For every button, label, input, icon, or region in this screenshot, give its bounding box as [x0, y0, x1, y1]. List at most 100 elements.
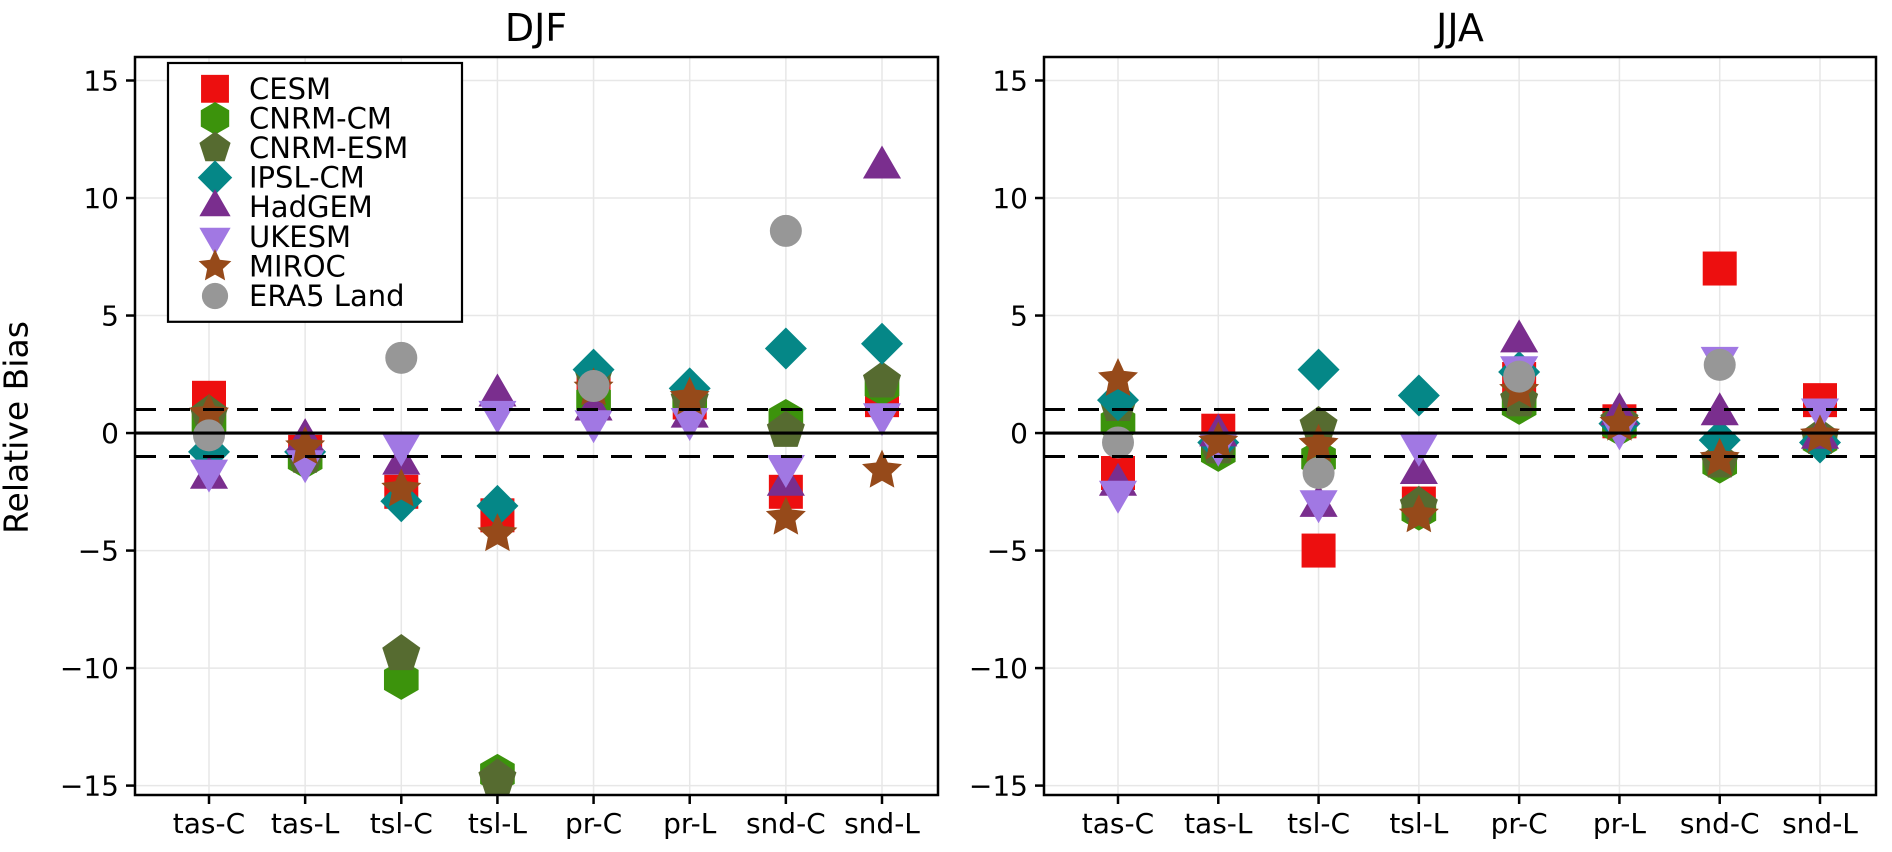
legend-label: UKESM — [249, 220, 351, 254]
y-tick-label: 5 — [101, 300, 119, 333]
marker-ERA5-Land-pr-C — [577, 370, 610, 403]
marker-IPSL-CM-snd-L — [861, 322, 903, 365]
y-tick-label: −15 — [60, 770, 119, 803]
legend-marker-CNRM-ESM — [199, 131, 231, 162]
legend-marker-HadGEM — [199, 189, 231, 217]
y-tick-label: 0 — [101, 417, 119, 450]
legend-marker-MIROC — [198, 249, 232, 281]
marker-ERA5-Land-snd-C — [769, 214, 802, 247]
marker-ERA5-Land-tas-C — [1102, 426, 1134, 459]
marker-ERA5-Land-tas-C — [193, 419, 225, 452]
marker-UKESM-tas-C — [189, 459, 229, 493]
marker-UKESM-tsl-C — [1299, 490, 1338, 524]
x-tick-label: snd-C — [746, 807, 826, 840]
marker-HadGEM-snd-L — [862, 145, 902, 179]
legend: CESMCNRM-CMCNRM-ESMIPSL-CMHadGEMUKESMMIR… — [166, 61, 464, 323]
x-tick-label: tas-C — [1082, 807, 1154, 840]
legend-label: CNRM-ESM — [249, 131, 408, 165]
marker-MIROC-snd-C — [765, 496, 806, 535]
marker-ERA5-Land-pr-C — [1503, 360, 1536, 393]
x-tick-label: snd-L — [844, 807, 920, 840]
marker-MIROC-snd-C — [1699, 437, 1740, 476]
marker-ERA5-Land-tsl-C — [1302, 457, 1335, 490]
marker-MIROC-tsl-L — [1398, 494, 1439, 533]
panel-title-djf: DJF — [504, 6, 568, 50]
marker-MIROC-tas-L — [285, 426, 326, 465]
panel-djf: 15 10 5 0 −5 −10 −15 tas-C tas-L tsl-C tsl-L pr-C pr… — [60, 55, 940, 840]
marker-HadGEM-pr-C — [1500, 319, 1539, 353]
x-tick-label: tas-C — [173, 807, 245, 840]
marker-CESM-snd-C — [1702, 251, 1737, 286]
marker-CNRM-ESM-snd-C — [766, 410, 805, 447]
y-tick-label: −5 — [78, 535, 119, 568]
legend-label: ERA5 Land — [249, 279, 405, 313]
marker-ERA5-Land-tsl-C — [385, 341, 418, 374]
marker-MIROC-tsl-C — [1298, 423, 1339, 462]
marker-MIROC-tsl-C — [381, 468, 422, 507]
marker-UKESM-pr-C — [574, 410, 613, 444]
marker-HadGEM-tsl-L — [478, 373, 517, 407]
marker-IPSL-CM-tsl-L — [1397, 374, 1440, 417]
marker-CNRM-ESM-snd-L — [862, 361, 902, 398]
marker-HadGEM-snd-C — [1700, 392, 1739, 426]
y-tick-label: −10 — [60, 652, 119, 685]
marker-IPSL-CM-snd-C — [764, 327, 807, 370]
y-tick-label: 10 — [83, 182, 119, 215]
marker-UKESM-snd-C — [766, 454, 805, 488]
legend-label: HadGEM — [249, 190, 373, 224]
marker-MIROC-pr-L — [1599, 402, 1640, 441]
marker-CNRM-ESM-tsl-L — [478, 758, 517, 795]
x-tick-label: pr-C — [565, 807, 622, 840]
legend-label: CESM — [249, 72, 331, 106]
y-tick-label: 15 — [992, 65, 1028, 98]
marker-ERA5-Land-snd-C — [1703, 348, 1736, 381]
marker-CNRM-ESM-tsl-C — [382, 633, 421, 671]
marker-MIROC-tsl-L — [477, 513, 518, 552]
plot-frame — [1042, 55, 1878, 797]
y-tick-label: 15 — [83, 65, 119, 98]
marker-HadGEM-tsl-L — [1399, 451, 1438, 485]
x-tick-label: tsl-L — [468, 807, 527, 840]
legend-marker-ERA5-Land — [201, 282, 229, 310]
marker-IPSL-CM-tsl-L — [476, 484, 519, 527]
x-tick-label: tas-L — [271, 807, 340, 840]
legend-marker-IPSL-CM — [197, 160, 233, 195]
x-tick-label: tsl-L — [1389, 807, 1448, 840]
marker-UKESM-tsl-L — [1399, 433, 1438, 467]
marker-MIROC-tas-C — [189, 393, 229, 432]
plot-frame — [133, 55, 940, 797]
x-tick-label: snd-L — [1782, 807, 1858, 840]
y-tick-label: 0 — [1010, 417, 1028, 450]
x-tick-label: snd-C — [1680, 807, 1760, 840]
y-tick-label: −15 — [969, 770, 1028, 803]
y-tick-label: 10 — [992, 182, 1028, 215]
legend-marker-CESM — [201, 74, 229, 103]
marker-UKESM-tas-C — [1098, 480, 1138, 514]
marker-MIROC-tas-L — [1198, 421, 1239, 460]
marker-IPSL-CM-tsl-C — [1297, 348, 1340, 391]
x-tick-label: tas-L — [1184, 807, 1253, 840]
x-tick-label: pr-L — [1593, 807, 1647, 840]
legend-marker-CNRM-CM — [200, 102, 230, 135]
legend-label: MIROC — [249, 249, 346, 283]
marker-CESM-tsl-C — [1301, 533, 1336, 568]
marker-MIROC-pr-L — [669, 376, 710, 415]
legend-label: IPSL-CM — [249, 161, 365, 195]
y-tick-label: −10 — [969, 652, 1028, 685]
marker-UKESM-pr-L — [670, 407, 709, 441]
marker-MIROC-snd-L — [862, 449, 902, 488]
y-tick-label: 5 — [1010, 300, 1028, 333]
marker-UKESM-tsl-L — [478, 400, 517, 434]
x-tick-label: tsl-C — [1287, 807, 1350, 840]
x-tick-label: tsl-C — [370, 807, 433, 840]
legend-label: CNRM-CM — [249, 101, 392, 135]
panel-title-jja: JJA — [1436, 6, 1484, 50]
x-tick-label: pr-C — [1491, 807, 1548, 840]
marker-MIROC-tas-C — [1098, 357, 1138, 396]
marker-UKESM-snd-L — [862, 403, 902, 437]
panel-jja: 15 10 5 0 −5 −10 −15 tas-C tas-L tsl-C tsl-L pr-C pr… — [969, 55, 1878, 840]
marker-UKESM-tsl-C — [382, 433, 421, 467]
y-tick-label: −5 — [987, 535, 1028, 568]
